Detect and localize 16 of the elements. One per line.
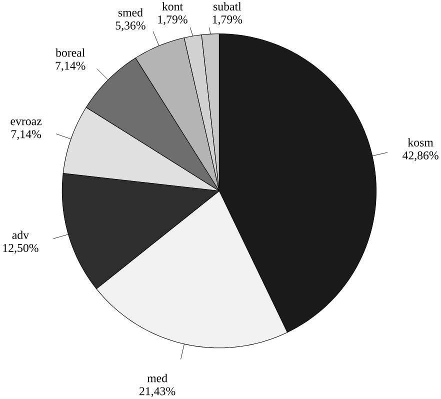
data-label: 1,79% — [158, 15, 188, 26]
slice-label: kosm — [408, 138, 434, 146]
slice-label: med — [147, 374, 168, 382]
slice-label: subatl — [214, 2, 242, 10]
slice-label: smed — [118, 8, 143, 17]
legend-label: adv — [12, 230, 30, 240]
data-label: 42,86% — [402, 151, 438, 162]
data-label: 7,14% — [56, 62, 86, 72]
data-label: 21,43% — [140, 387, 176, 397]
slice-label: boreal — [56, 48, 85, 57]
data-label: 7,14% — [12, 130, 41, 140]
data-label: 12,50% — [3, 244, 38, 254]
slice-label: evroaz — [10, 120, 42, 126]
data-label: 1,79% — [212, 15, 242, 26]
data-label: 5,36% — [116, 21, 146, 32]
slice-label: kont — [162, 2, 183, 10]
